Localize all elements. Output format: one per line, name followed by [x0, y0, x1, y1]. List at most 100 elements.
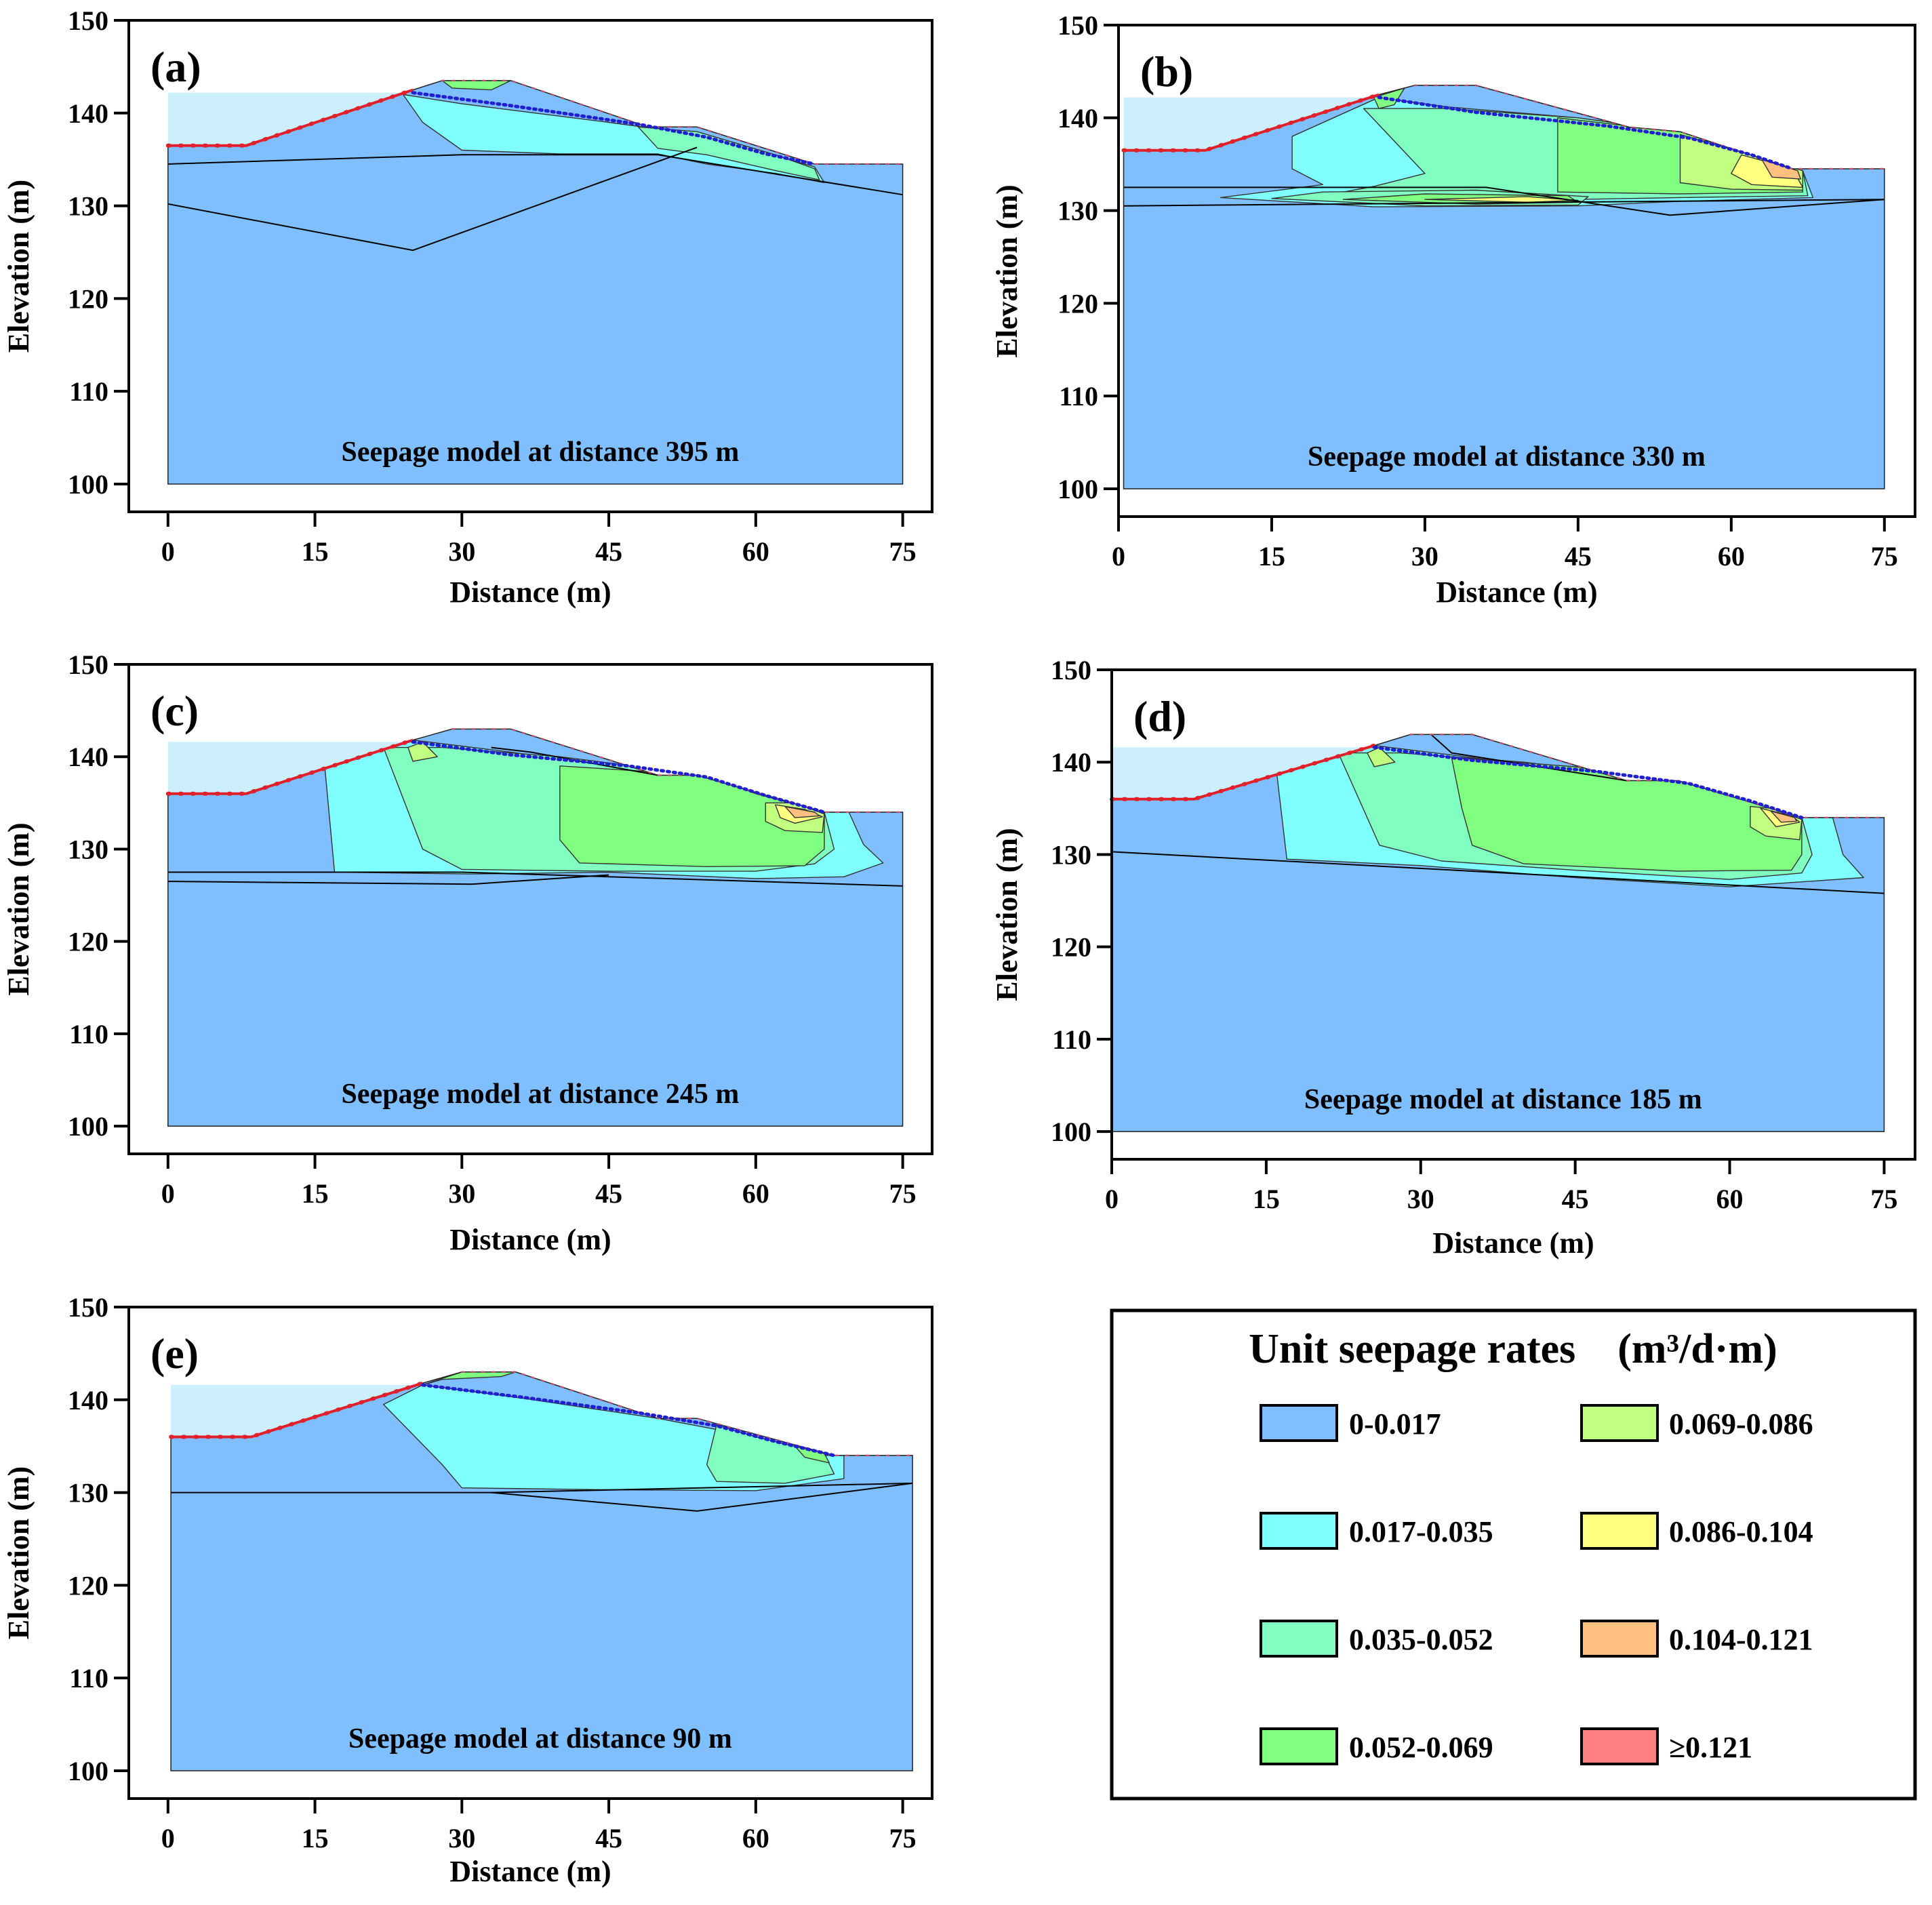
- panel-c-upstream-boundary-nodes: [165, 738, 416, 796]
- panel-c-ytick-label: 150: [68, 649, 108, 680]
- panel-e-xtick-label: 75: [889, 1823, 917, 1853]
- panel-c-ytick-label: 120: [68, 927, 108, 957]
- panel-c-phreatic-line: [411, 740, 826, 814]
- legend-label: 0.017-0.035: [1349, 1515, 1493, 1548]
- panel-e: Elevation (m) Distance (m) 0 15 30 45 60 75 10…: [2, 1292, 933, 1888]
- panel-c-reservoir: [167, 742, 414, 794]
- panel-c: Elevation (m) Distance (m) 0 15 30 45 60 75 10…: [2, 649, 933, 1256]
- panel-b-xtick-label: 30: [1411, 541, 1438, 572]
- legend-swatch: [1260, 1620, 1338, 1658]
- legend-label: 0-0.017: [1349, 1407, 1441, 1441]
- panel-e-frame: [127, 1306, 933, 1800]
- panel-b-ytick-label: 130: [1058, 196, 1098, 226]
- panel-b-layer-line: [1123, 186, 1885, 216]
- panel-d-letter: (d): [1133, 692, 1186, 740]
- panel-b-xtick-label: 60: [1718, 541, 1745, 572]
- panel-c-xtick-label: 30: [448, 1178, 475, 1209]
- panel-a: Elevation (m) Distance (m) 0 15 30 45 60 75 10…: [2, 5, 933, 609]
- panel-d-contours: [1276, 744, 1864, 887]
- legend-label: 0.052-0.069: [1349, 1731, 1493, 1764]
- legend-item: ≥0.121: [1580, 1727, 1752, 1765]
- panel-d-layer-line: [1430, 734, 1627, 782]
- panel-e-phreatic-line: [421, 1383, 836, 1458]
- panel-a-xtick-label: 15: [302, 536, 329, 567]
- panel-d-ytick-label: 110: [1052, 1024, 1091, 1055]
- panel-d-xtick-label: 0: [1105, 1184, 1119, 1214]
- panel-d-ytick-label: 130: [1051, 839, 1091, 870]
- panel-c-caption: Seepage model at distance 245 m: [342, 1079, 740, 1110]
- panel-e-caption: Seepage model at distance 90 m: [348, 1723, 732, 1754]
- panel-a-letter: (a): [150, 43, 201, 91]
- panel-c-layer-line: [491, 746, 658, 776]
- panel-d-layer-line: [1111, 851, 1885, 894]
- panel-d-caption: Seepage model at distance 185 m: [1304, 1084, 1702, 1115]
- legend-label: ≥0.121: [1669, 1731, 1752, 1764]
- panel-e-layer-line: [171, 1482, 913, 1512]
- legend-item: 0-0.017: [1260, 1404, 1441, 1442]
- panel-a-phreatic-line: [411, 91, 817, 166]
- panel-d-ytick-label: 100: [1051, 1117, 1091, 1147]
- legend-swatch: [1580, 1727, 1659, 1765]
- panel-e-upstream-boundary-nodes: [169, 1381, 425, 1439]
- panel-a-caption: Seepage model at distance 395 m: [342, 437, 740, 468]
- panel-a-xtick-label: 75: [889, 536, 917, 567]
- panel-a-frame: [127, 19, 933, 513]
- panel-a-model-domain: [167, 80, 903, 484]
- panel-b-letter: (b): [1140, 47, 1193, 96]
- panel-c-xtick-label: 75: [889, 1178, 917, 1209]
- panel-d-contour-zone: [1367, 746, 1396, 767]
- panel-a-ytick-label: 120: [68, 283, 108, 314]
- panel-e-xtick-label: 45: [595, 1823, 622, 1853]
- panel-e-ytick-label: 110: [69, 1663, 108, 1693]
- legend-item: 0.052-0.069: [1260, 1727, 1493, 1765]
- panel-b-upstream-boundary-nodes: [1121, 92, 1382, 153]
- panel-b-frame: [1117, 24, 1916, 518]
- panel-a-ytick-label: 150: [68, 5, 108, 36]
- panel-e-xtick-label: 0: [161, 1823, 175, 1853]
- panel-d-seepage-face-boundary: [1409, 734, 1885, 819]
- panel-d: Elevation (m) Distance (m) 0 15 30 45 60 75 10…: [990, 655, 1916, 1260]
- panel-c-ylabel: Elevation (m): [2, 822, 35, 995]
- panel-a-ylabel: Elevation (m): [2, 180, 35, 353]
- panel-a-upstream-boundary-nodes: [165, 87, 416, 148]
- panel-d-xtick-label: 45: [1562, 1184, 1589, 1214]
- panel-c-contours: [324, 739, 884, 879]
- legend-label: 0.086-0.104: [1669, 1515, 1813, 1548]
- legend: Unit seepage rates (m³/d·m) 0-0.017 0.01…: [1110, 1308, 1917, 1801]
- panel-d-phreatic-line: [1372, 745, 1804, 820]
- panel-a-xtick-label: 30: [448, 536, 475, 567]
- panel-e-xtick-label: 30: [448, 1823, 475, 1853]
- panel-c-layer-line: [167, 871, 903, 887]
- panel-d-xtick-label: 75: [1870, 1184, 1897, 1214]
- legend-title: Unit seepage rates (m³/d·m): [1249, 1326, 1777, 1372]
- panel-a-contour-zone: [637, 126, 820, 180]
- legend-label: 0.069-0.086: [1669, 1407, 1813, 1441]
- legend-item: 0.086-0.104: [1580, 1512, 1813, 1550]
- panel-b-contours: [1220, 87, 1814, 207]
- panel-c-xlabel: Distance (m): [449, 1223, 611, 1256]
- panel-b-ylabel: Elevation (m): [990, 184, 1024, 357]
- panel-b-seepage-face-boundary: [1413, 84, 1886, 170]
- legend-item: 0.104-0.121: [1580, 1620, 1813, 1658]
- panel-b-layer-line: [1123, 199, 1885, 207]
- panel-c-ytick-label: 140: [68, 742, 108, 772]
- panel-e-ytick-label: 130: [68, 1478, 108, 1508]
- legend-label: 0.104-0.121: [1669, 1623, 1813, 1656]
- panel-d-frame: [1110, 668, 1916, 1161]
- panel-b-ytick-label: 100: [1058, 474, 1098, 504]
- panel-d-reservoir: [1112, 747, 1375, 799]
- legend-item: 0.069-0.086: [1580, 1404, 1813, 1442]
- legend-item: 0.017-0.035: [1260, 1512, 1493, 1550]
- panel-b-caption: Seepage model at distance 330 m: [1308, 441, 1706, 473]
- panel-c-ytick-label: 110: [69, 1019, 108, 1049]
- panel-a-ytick-label: 140: [68, 98, 108, 129]
- legend-swatch: [1260, 1512, 1338, 1550]
- panel-e-layer-line: [491, 1482, 913, 1493]
- legend-frame: [1110, 1308, 1917, 1801]
- panel-e-ytick-label: 150: [68, 1292, 108, 1323]
- panel-e-ylabel: Elevation (m): [2, 1466, 35, 1639]
- panel-b-contour-zone: [1424, 196, 1579, 203]
- panel-a-ytick-label: 130: [68, 191, 108, 222]
- panel-e-reservoir: [171, 1384, 423, 1437]
